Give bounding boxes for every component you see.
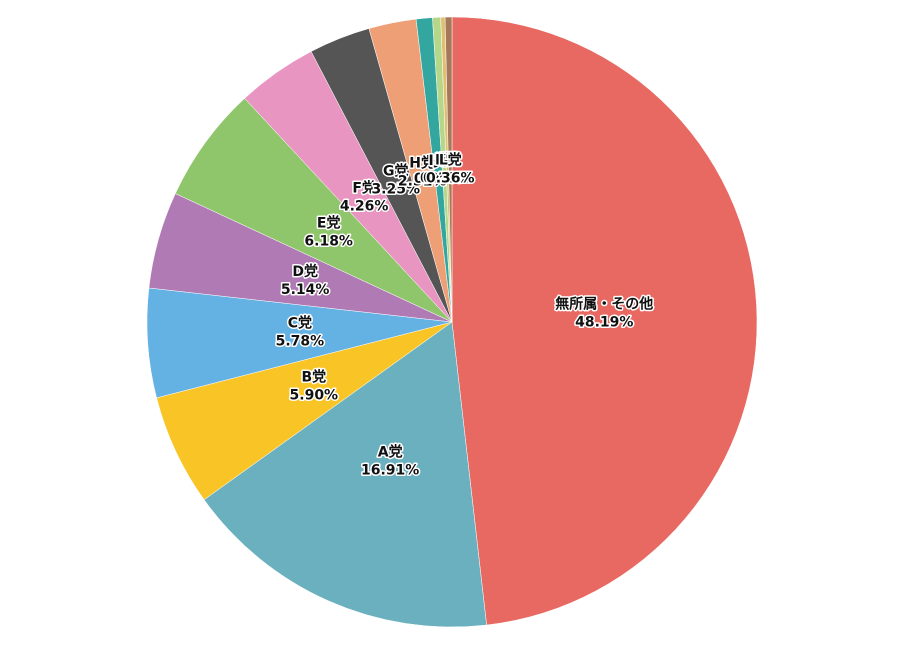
value-label: 0.86%: [414, 171, 463, 187]
slice: [451, 16, 758, 626]
value-label: 5.78%: [276, 334, 325, 350]
slice: [175, 98, 453, 323]
slice: [203, 321, 487, 628]
slice-label: K党: [435, 152, 460, 169]
value-label: 6.18%: [304, 233, 353, 249]
labels: 無所属・その他 48.19% A党 16.91% B党 5.90% C党 5.78% D党 5.1…: [274, 150, 655, 480]
slice-label: G党: [383, 162, 409, 179]
pie: [146, 16, 758, 628]
value-label: 16.91%: [361, 462, 419, 478]
slice-label: 無所属・その他: [555, 295, 653, 312]
value-label: 4.26%: [340, 198, 389, 214]
slice-label: A党: [378, 443, 403, 460]
value-label: 5.90%: [290, 387, 339, 403]
slice-label: D党: [292, 263, 318, 280]
slice-label: E党: [317, 214, 341, 231]
value-label: 0.23%: [423, 171, 472, 187]
slice-label: H党: [409, 154, 435, 171]
value-label: 2.51%: [398, 173, 447, 189]
value-label: 0.43%: [420, 171, 469, 187]
value-label: 3.25%: [371, 181, 420, 197]
value-label: 5.14%: [281, 282, 330, 298]
slice-label: L党: [439, 152, 462, 169]
slice-label: I党: [429, 152, 448, 169]
value-label: 48.19%: [575, 314, 633, 330]
slice: [444, 16, 453, 323]
slice-label: B党: [301, 368, 326, 385]
slice-label: F党: [352, 179, 376, 196]
slice-label: C党: [288, 315, 312, 332]
slice-label: J党: [434, 152, 454, 169]
value-label: 0.36%: [426, 171, 475, 187]
